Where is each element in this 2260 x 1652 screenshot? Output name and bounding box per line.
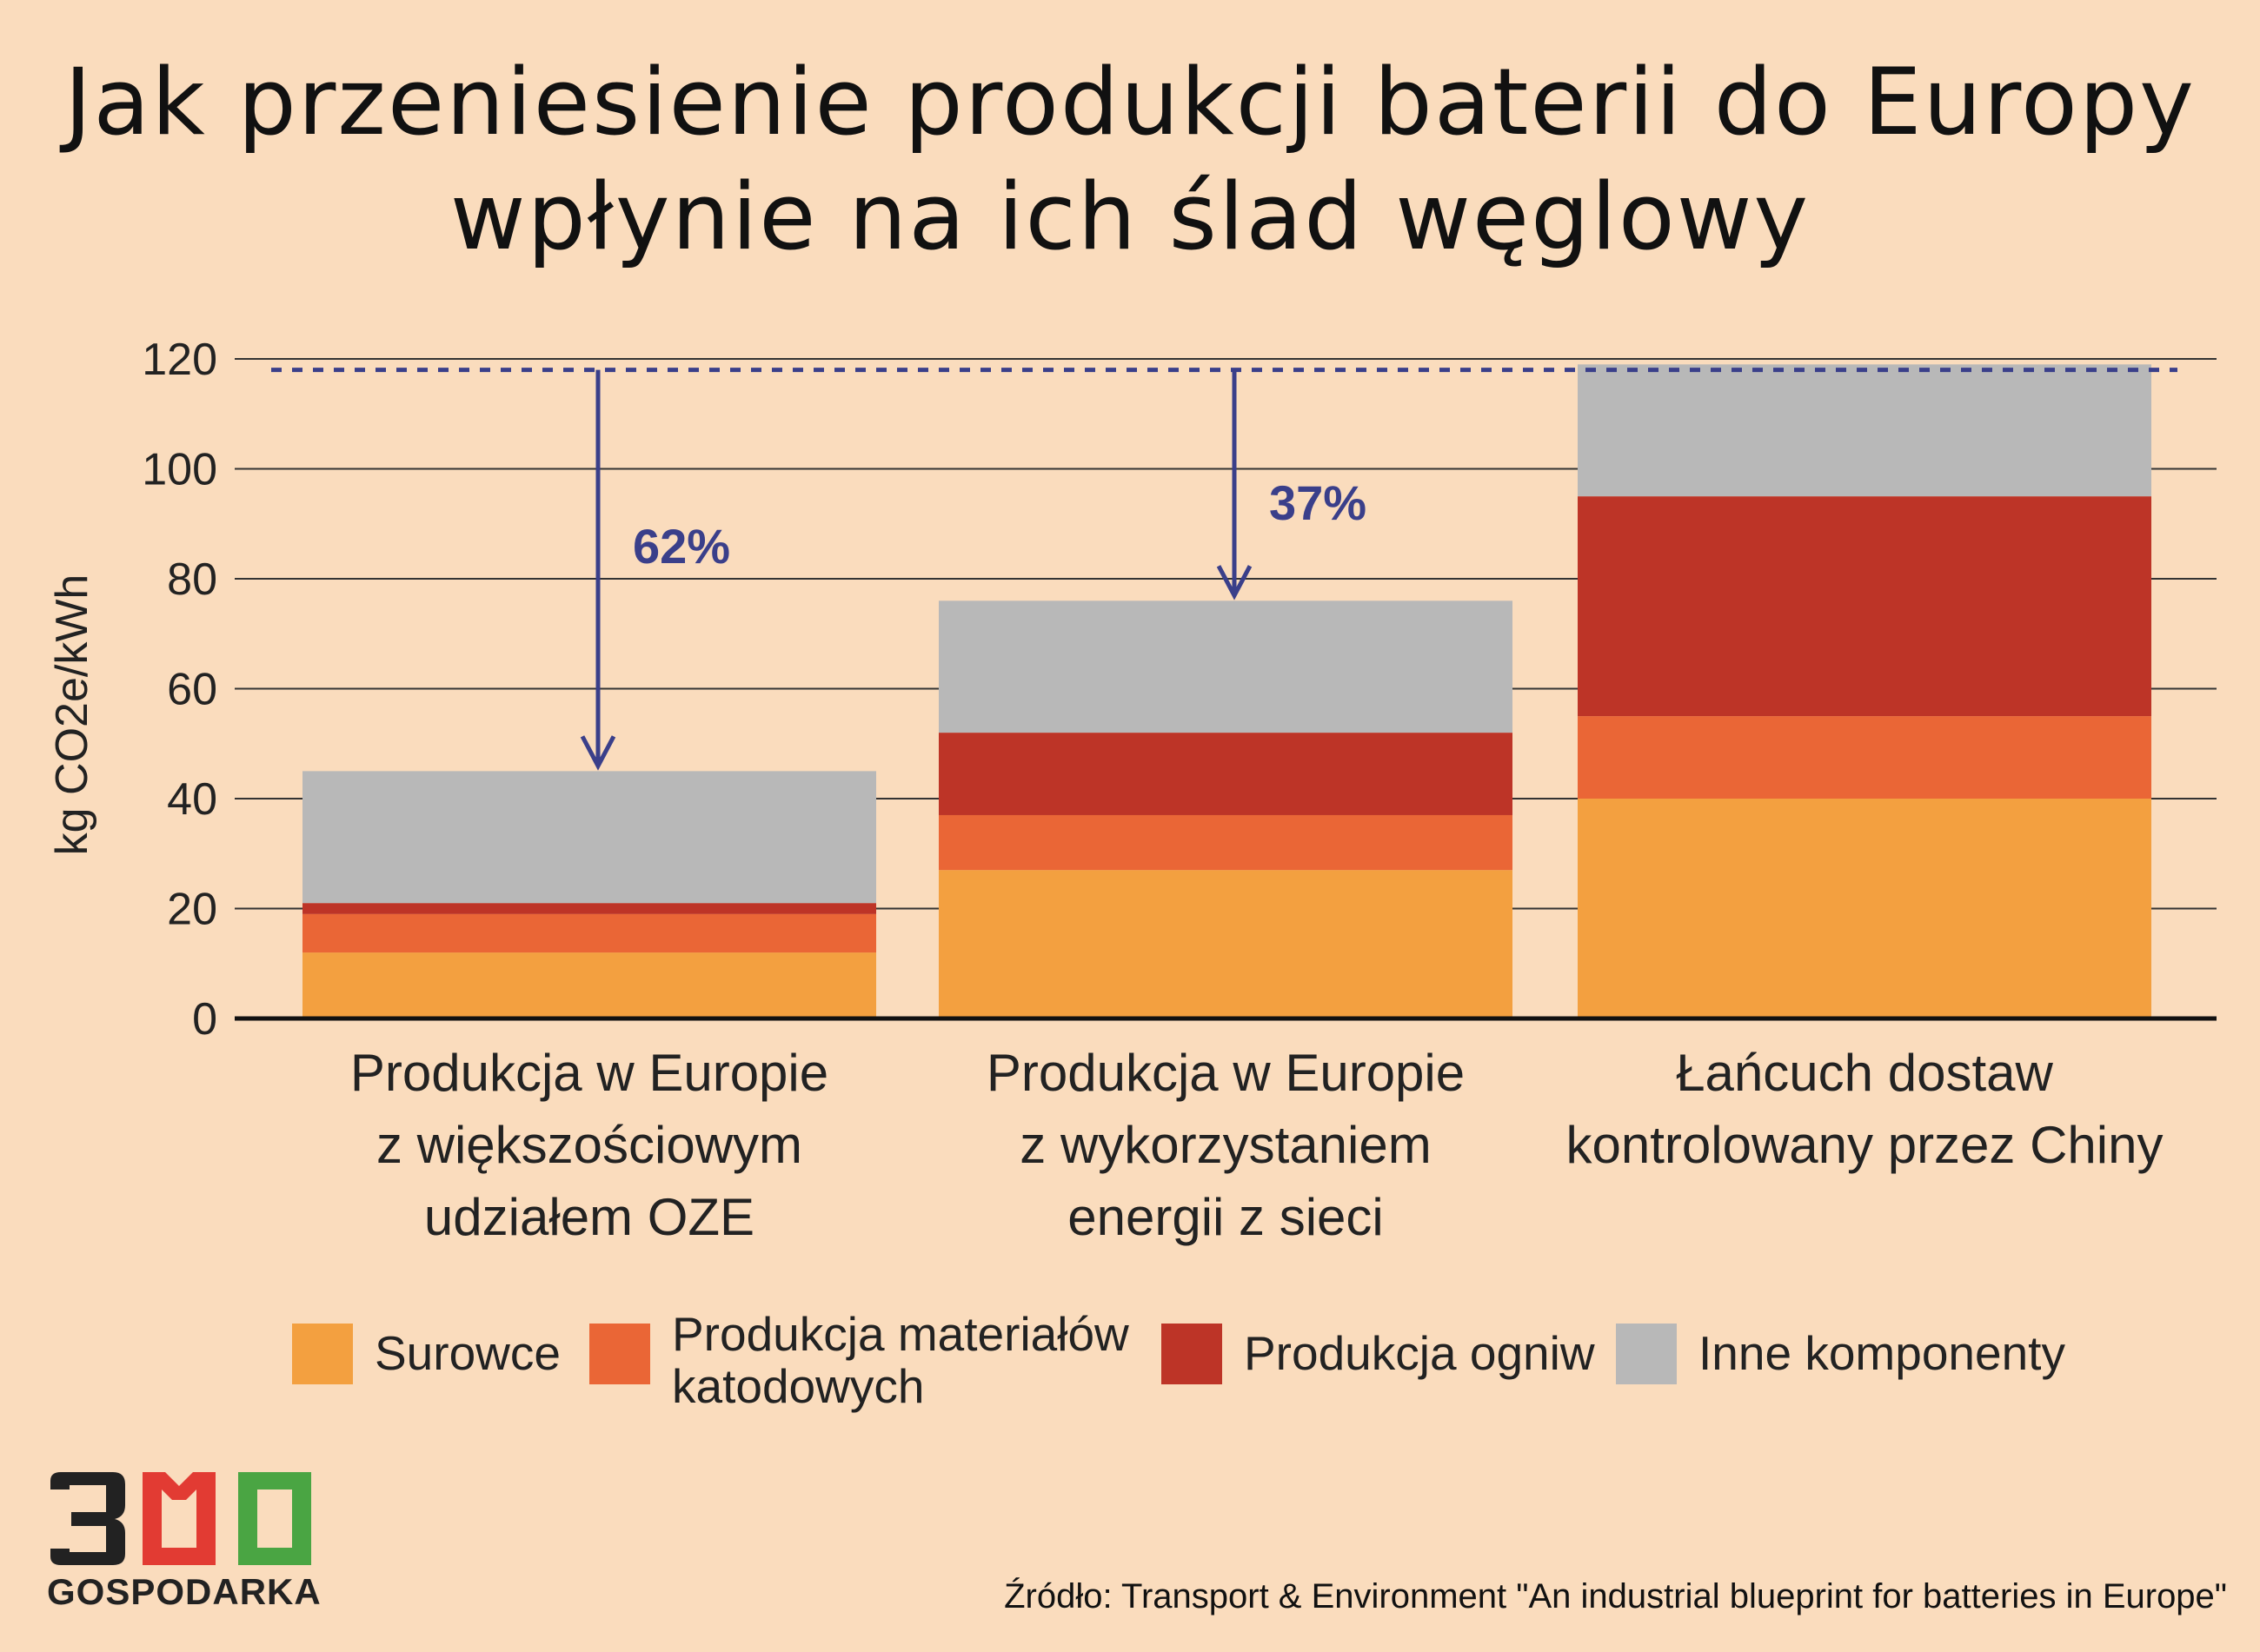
bar-segment-2-surowce [1578,799,2151,1018]
x-category-label-1-line-0: Produkcja w Europie [987,1044,1465,1102]
annotation-arrow-head-1 [1216,565,1253,600]
bar-segment-0-surowce [302,952,876,1018]
y-tick-label-60: 60 [167,665,217,715]
bar-segment-2-produkcja-ogniw [1578,496,2151,717]
stacked-bar-chart: 0 20 40 60 80 100 120 kg CO2e/kWh Produkcja w Eu… [47,335,2217,1246]
legend-label-katodowe-line-2: katodowych [672,1359,925,1413]
legend-swatch-ogniwa [1161,1324,1222,1384]
x-category-label-1-line-1: z wykorzystaniem [1020,1116,1431,1174]
chart-title-line-1: Jak przeniesienie produkcji baterii do E… [64,49,2196,156]
logo-300-mark [50,1472,311,1565]
x-category-label-0-line-1: z większościowym [376,1116,802,1174]
logo-digit-0-green [238,1472,311,1565]
legend-label-inne: Inne komponenty [1698,1326,2065,1380]
logo-digit-0-red [143,1472,216,1565]
bar-segment-2-inne-komponenty [1578,364,2151,497]
bar-segment-0-inne-komponenty [302,771,876,904]
chart-title-line-2: wpłynie na ich ślad węglowy [449,163,1811,270]
legend-swatch-surowce [292,1324,353,1384]
x-category-label-1-line-2: energii z sieci [1067,1188,1384,1246]
logo-300-gospodarka: GOSPODARKA [45,1469,341,1612]
y-tick-label-100: 100 [142,445,217,495]
y-tick-label-0: 0 [192,994,217,1045]
bar-segment-1-produkcja-materia-w-katodowych [939,814,1512,871]
bar-segment-1-produkcja-ogniw [939,733,1512,815]
x-category-label-0-line-0: Produkcja w Europie [350,1044,828,1102]
bar-segment-1-surowce [939,870,1512,1018]
source-note: Źródło: Transport & Environment "An indu… [1004,1577,2227,1616]
bar-segment-2-produkcja-materia-w-katodowych [1578,716,2151,799]
y-tick-label-80: 80 [167,554,217,605]
x-category-label-0-line-2: udziałem OZE [424,1188,754,1246]
annotation-label-0: 62% [633,519,730,574]
bar-segment-0-produkcja-materia-w-katodowych [302,913,876,953]
y-tick-label-20: 20 [167,885,217,935]
legend-label-ogniwa: Produkcja ogniw [1244,1326,1595,1380]
y-axis-label: kg CO2e/kWh [47,574,97,856]
legend-label-katodowe: Produkcja materiałów katodowych [672,1308,1129,1412]
legend: Surowce Produkcja materiałów katodowych … [292,1308,2117,1421]
logo-digit-3 [50,1472,125,1565]
legend-swatch-inne [1616,1324,1677,1384]
legend-label-katodowe-line-1: Produkcja materiałów [672,1307,1129,1361]
x-category-label-2-line-0: Łańcuch dostaw [1676,1044,2053,1102]
bar-segment-1-inne-komponenty [939,600,1512,733]
logo-text: GOSPODARKA [47,1571,322,1612]
y-tick-label-120: 120 [142,335,217,385]
legend-swatch-katodowe [589,1324,650,1384]
legend-label-surowce: Surowce [375,1326,561,1380]
annotation-arrow-head-0 [580,735,616,771]
annotation-label-1: 37% [1269,475,1366,530]
x-category-label-2-line-1: kontrolowany przez Chiny [1566,1116,2164,1174]
chart-title: Jak przeniesienie produkcji baterii do E… [0,45,2260,275]
bar-segment-0-produkcja-ogniw [302,903,876,914]
y-tick-label-40: 40 [167,774,217,825]
